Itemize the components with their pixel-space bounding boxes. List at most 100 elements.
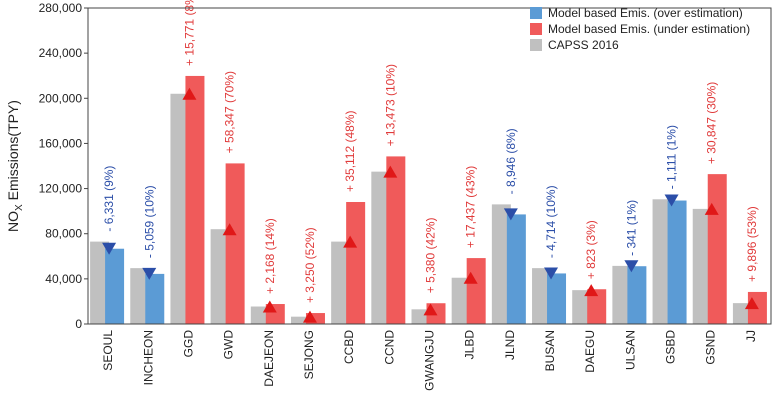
bar-model-ccnd <box>386 156 406 324</box>
bar-capss-busan <box>532 268 552 324</box>
marker-over-ulsan <box>624 260 639 273</box>
bar-capss-daegu <box>572 290 592 324</box>
category-label-gsnd: GSND <box>704 330 718 365</box>
annotation-ccbd: + 35,112 (48%) <box>343 110 357 192</box>
annotation-sejong: + 3,250 (52%) <box>303 227 317 303</box>
y-tick-label: 240,000 <box>39 46 83 60</box>
marker-over-jlnd <box>503 208 518 221</box>
bar-capss-ggd <box>170 93 190 325</box>
annotation-ggd: + 15,771 (8%) <box>182 0 196 66</box>
legend-label: Model based Emis. (under estimation) <box>548 22 750 36</box>
category-label-sejong: SEJONG <box>302 330 316 379</box>
category-label-ggd: GGD <box>181 330 195 358</box>
bar-capss-ulsan <box>612 265 632 324</box>
annotation-gsbd: - 1,111 (1%) <box>665 125 679 189</box>
category-label-jlnd: JLND <box>503 330 517 360</box>
annotation-jj: + 9,896 (53%) <box>745 206 759 282</box>
marker-under-sejong <box>302 310 317 323</box>
category-label-seoul: SEOUL <box>101 330 115 371</box>
y-axis-title-main: NO <box>5 211 21 232</box>
annotation-incheon: - 5,059 (10%) <box>142 185 156 258</box>
bar-model-busan <box>547 273 567 324</box>
category-label-ccbd: CCBD <box>342 330 356 364</box>
plot-frame <box>87 7 772 325</box>
category-label-ulsan: ULSAN <box>623 330 637 370</box>
bar-model-seoul <box>105 248 125 324</box>
bar-model-gsnd <box>707 174 727 324</box>
legend-swatch <box>530 7 542 19</box>
annotation-daejeon: + 2,168 (14%) <box>263 218 277 294</box>
marker-under-daejeon <box>262 300 277 313</box>
y-tick-label: 280,000 <box>39 1 83 15</box>
marker-over-incheon <box>142 267 157 280</box>
legend-label: CAPSS 2016 <box>548 38 619 52</box>
y-axis-title: NOX Emissions(TPY) <box>5 100 25 232</box>
bar-capss-seoul <box>90 241 110 324</box>
bar-model-gsbd <box>667 200 687 324</box>
bar-capss-gsbd <box>652 199 672 324</box>
bar-capss-gwd <box>210 229 230 324</box>
bar-model-daegu <box>587 289 607 324</box>
bar-capss-jlnd <box>491 204 511 324</box>
bar-model-gwd <box>225 163 245 324</box>
annotation-jlbd: + 17,437 (43%) <box>464 166 478 248</box>
y-tick-label: 0 <box>75 317 82 331</box>
y-tick-label: 40,000 <box>45 272 82 286</box>
annotation-ulsan: - 341 (1%) <box>624 200 638 256</box>
annotation-jlnd: - 8,946 (8%) <box>504 128 518 194</box>
category-label-busan: BUSAN <box>543 330 557 371</box>
bar-model-incheon <box>145 273 165 324</box>
marker-under-jj <box>744 297 759 310</box>
legend: Model based Emis. (over estimation) Model… <box>530 6 750 52</box>
bar-capss-incheon <box>130 268 150 324</box>
bar-capss-ccnd <box>371 171 391 324</box>
annotation-ccnd: + 13,473 (10%) <box>383 64 397 146</box>
bar-model-ccbd <box>346 202 366 324</box>
bar-model-ulsan <box>627 266 647 324</box>
y-axis-label: NOX Emissions(TPY) <box>5 100 25 232</box>
annotation-busan: - 4,714 (10%) <box>544 185 558 258</box>
annotation-gsnd: + 30,847 (30%) <box>705 82 719 164</box>
bar-capss-gsnd <box>692 208 712 324</box>
annotation-daegu: + 823 (3%) <box>584 220 598 279</box>
marker-over-busan <box>544 267 559 280</box>
category-label-jj: JJ <box>744 330 758 342</box>
bar-capss-sejong <box>290 316 310 324</box>
y-tick-label: 160,000 <box>39 136 83 150</box>
annotation-seoul: - 6,331 (9%) <box>102 166 116 232</box>
category-label-ccnd: CCND <box>382 330 396 365</box>
bar-model-sejong <box>305 313 325 324</box>
category-label-incheon: INCHEON <box>141 330 155 385</box>
marker-under-ggd <box>182 87 197 100</box>
marker-under-ccnd <box>383 165 398 178</box>
annotation-gwangju: + 5,380 (42%) <box>424 218 438 294</box>
marker-over-gsbd <box>664 194 679 207</box>
bar-capss-ccbd <box>331 241 351 324</box>
marker-under-gwangju <box>423 303 438 316</box>
marker-under-gwd <box>222 223 237 236</box>
category-label-daegu: DAEGU <box>583 330 597 373</box>
bar-model-ggd <box>185 75 205 324</box>
y-tick-label: 80,000 <box>45 227 82 241</box>
y-axis-title-rest: Emissions(TPY) <box>5 100 21 204</box>
category-label-jlbd: JLBD <box>463 330 477 360</box>
category-label-daejeon: DAEJEON <box>262 330 276 387</box>
y-axis-title-sub: X <box>14 204 25 211</box>
marker-under-gsnd <box>704 202 719 215</box>
category-label-gwangju: GWANGJU <box>423 330 437 391</box>
marker-under-daegu <box>584 284 599 297</box>
y-tick-label: 200,000 <box>39 91 83 105</box>
legend-swatch <box>530 23 542 35</box>
bar-model-jlnd <box>506 214 526 324</box>
marker-under-jlbd <box>463 271 478 284</box>
category-label-gsbd: GSBD <box>664 330 678 364</box>
y-tick-label: 120,000 <box>39 182 83 196</box>
bar-capss-jlbd <box>451 277 471 324</box>
annotation-gwd: + 58,347 (70%) <box>223 71 237 153</box>
marker-under-ccbd <box>343 235 358 248</box>
legend-swatch <box>530 39 542 51</box>
bar-model-jlbd <box>466 258 486 324</box>
marker-over-seoul <box>102 242 117 255</box>
category-label-gwd: GWD <box>222 330 236 360</box>
